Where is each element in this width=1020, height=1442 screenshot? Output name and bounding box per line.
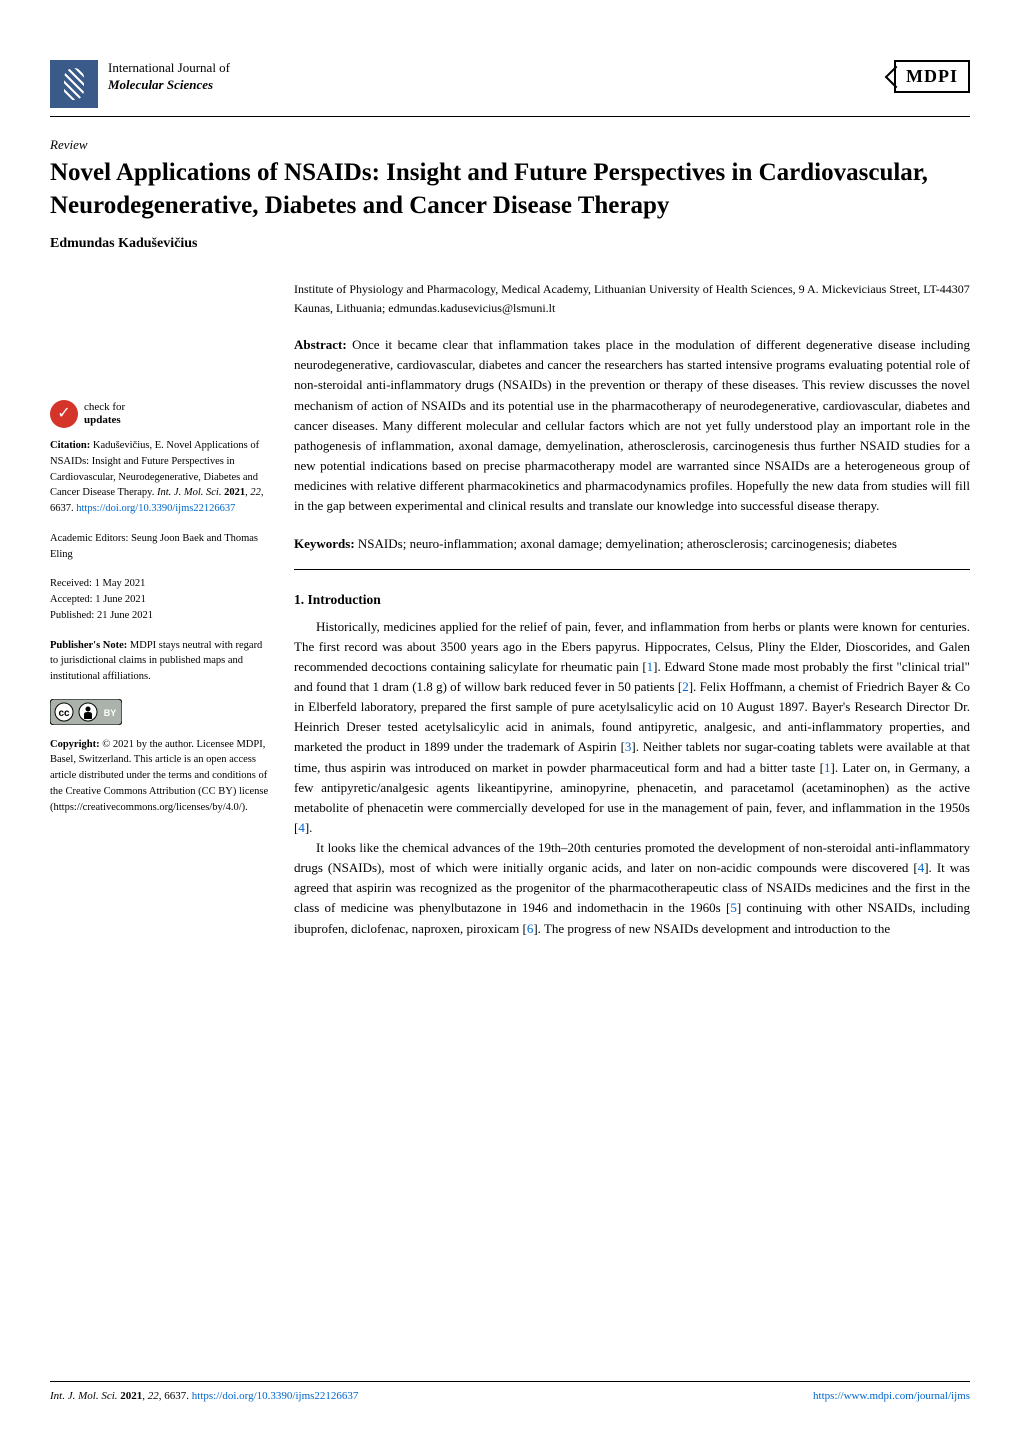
paragraph-2: It looks like the chemical advances of t… [294,838,970,939]
section-heading: 1. Introduction [294,590,970,611]
footer-url-link[interactable]: https://www.mdpi.com/journal/ijms [813,1390,970,1402]
footer-year: 2021 [118,1390,143,1402]
editors-block: Academic Editors: Seung Joon Baek and Th… [50,531,270,563]
footer-journal: Int. J. Mol. Sci. [50,1390,118,1402]
article-title: Novel Applications of NSAIDs: Insight an… [50,157,970,222]
main-layout: check for updates Citation: Kaduševičius… [50,280,970,939]
pubnote-label: Publisher's Note: [50,640,127,651]
copyright-block: Copyright: © 2021 by the author. License… [50,737,270,816]
cc-by-icon: cc BY [50,699,122,725]
footer-left: Int. J. Mol. Sci. 2021, 22, 6637. https:… [50,1390,358,1402]
check-updates-text: check for updates [84,401,125,427]
dates-block: Received: 1 May 2021 Accepted: 1 June 20… [50,576,270,623]
keywords-label: Keywords: [294,536,355,551]
author-name: Edmundas Kaduševičius [50,236,970,252]
published-label: Published: [50,610,97,621]
citation-journal: Int. J. Mol. Sci. [157,487,221,498]
received-label: Received: [50,578,95,589]
footer-text: , 6637. [159,1390,192,1402]
paragraph-1: Historically, medicines applied for the … [294,617,970,839]
abstract-text: Once it became clear that inflammation t… [294,337,970,513]
editors-label: Academic Editors: [50,533,131,544]
citation-year: 2021 [221,487,245,498]
accepted-label: Accepted: [50,594,95,605]
p1f: ]. [305,820,313,835]
abstract: Abstract: Once it became clear that infl… [294,335,970,516]
check-l1: check for [84,401,125,414]
page-footer: Int. J. Mol. Sci. 2021, 22, 6637. https:… [50,1381,970,1402]
sidebar: check for updates Citation: Kaduševičius… [50,280,270,939]
mdpi-logo: MDPI [894,60,970,93]
main-content: Institute of Physiology and Pharmacology… [294,280,970,939]
citation-label: Citation: [50,440,90,451]
footer-right: https://www.mdpi.com/journal/ijms [813,1390,970,1402]
affiliation: Institute of Physiology and Pharmacology… [294,280,970,317]
abstract-label: Abstract: [294,337,347,352]
keywords-text: NSAIDs; neuro-inflammation; axonal damag… [355,536,897,551]
p2d: ]. The progress of new NSAIDs developmen… [533,921,890,936]
journal-text: International Journal of Molecular Scien… [108,60,230,94]
svg-text:BY: BY [104,708,117,718]
footer-doi-link[interactable]: https://doi.org/10.3390/ijms22126637 [192,1390,359,1402]
keywords: Keywords: NSAIDs; neuro-inflammation; ax… [294,534,970,569]
received-date: 1 May 2021 [95,578,146,589]
page-header: International Journal of Molecular Scien… [50,60,970,117]
journal-logo-icon [50,60,98,108]
journal-name: Molecular Sciences [108,77,230,94]
citation-vol: 22 [250,487,261,498]
check-updates[interactable]: check for updates [50,400,270,428]
published-date: 21 June 2021 [97,610,153,621]
body-text: Historically, medicines applied for the … [294,617,970,939]
check-icon [50,400,78,428]
copyright-label: Copyright: [50,739,100,750]
article-type: Review [50,137,970,153]
journal-info: International Journal of Molecular Scien… [50,60,230,108]
footer-vol: 22 [148,1390,159,1402]
pubnote-block: Publisher's Note: MDPI stays neutral wit… [50,638,270,685]
journal-line1: International Journal of [108,60,230,77]
svg-text:cc: cc [58,708,70,719]
p2a: It looks like the chemical advances of t… [294,840,970,875]
citation-doi-link[interactable]: https://doi.org/10.3390/ijms22126637 [76,503,235,514]
check-l2: updates [84,414,125,427]
citation-block: Citation: Kaduševičius, E. Novel Applica… [50,438,270,517]
accepted-date: 1 June 2021 [95,594,146,605]
